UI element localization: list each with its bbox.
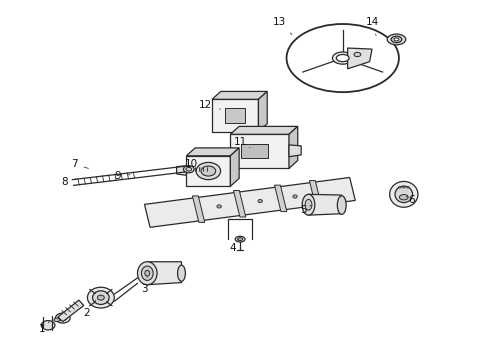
Polygon shape xyxy=(230,148,239,186)
Text: 6: 6 xyxy=(406,195,415,205)
Ellipse shape xyxy=(93,291,109,305)
Polygon shape xyxy=(309,194,342,215)
Ellipse shape xyxy=(407,186,409,188)
Ellipse shape xyxy=(395,186,413,203)
Text: 14: 14 xyxy=(366,17,379,36)
Ellipse shape xyxy=(54,318,60,321)
Ellipse shape xyxy=(305,199,312,210)
Ellipse shape xyxy=(235,236,245,242)
Text: 1: 1 xyxy=(39,321,49,334)
Polygon shape xyxy=(145,177,355,227)
Ellipse shape xyxy=(399,186,401,188)
Ellipse shape xyxy=(59,316,67,320)
Text: 2: 2 xyxy=(83,300,96,318)
Ellipse shape xyxy=(354,52,361,57)
Polygon shape xyxy=(186,148,239,156)
Ellipse shape xyxy=(258,199,262,203)
Text: 9: 9 xyxy=(115,171,130,181)
Polygon shape xyxy=(225,108,245,123)
Text: 3: 3 xyxy=(142,277,148,294)
Ellipse shape xyxy=(332,52,353,64)
Ellipse shape xyxy=(98,295,104,300)
Ellipse shape xyxy=(336,54,349,62)
Ellipse shape xyxy=(142,266,153,280)
Polygon shape xyxy=(230,134,289,168)
Polygon shape xyxy=(347,48,372,69)
Polygon shape xyxy=(289,145,301,157)
Polygon shape xyxy=(212,91,267,99)
Ellipse shape xyxy=(177,265,185,281)
Ellipse shape xyxy=(287,24,399,92)
Text: 5: 5 xyxy=(300,205,311,216)
Ellipse shape xyxy=(201,166,216,176)
Ellipse shape xyxy=(293,195,297,198)
Polygon shape xyxy=(147,262,181,285)
Polygon shape xyxy=(58,300,84,321)
Polygon shape xyxy=(274,185,287,212)
Ellipse shape xyxy=(196,162,220,180)
Text: 11: 11 xyxy=(234,138,250,148)
Ellipse shape xyxy=(41,320,55,330)
Ellipse shape xyxy=(387,34,406,45)
Text: 4: 4 xyxy=(229,240,239,253)
Ellipse shape xyxy=(390,181,418,207)
Polygon shape xyxy=(193,196,205,222)
Ellipse shape xyxy=(183,166,194,173)
Text: 13: 13 xyxy=(272,17,292,35)
Ellipse shape xyxy=(403,186,405,188)
Text: 10: 10 xyxy=(185,159,201,169)
Ellipse shape xyxy=(399,194,408,200)
Text: 8: 8 xyxy=(61,177,76,187)
Polygon shape xyxy=(242,144,268,158)
Ellipse shape xyxy=(186,167,192,171)
Polygon shape xyxy=(233,190,246,217)
Ellipse shape xyxy=(55,313,70,323)
Text: 12: 12 xyxy=(199,100,220,110)
Ellipse shape xyxy=(394,38,399,41)
Text: 7: 7 xyxy=(71,159,88,169)
Polygon shape xyxy=(309,181,322,207)
Ellipse shape xyxy=(138,262,157,285)
Polygon shape xyxy=(230,126,298,134)
Polygon shape xyxy=(212,99,258,132)
Ellipse shape xyxy=(391,36,402,42)
Ellipse shape xyxy=(145,270,150,276)
Polygon shape xyxy=(289,126,298,168)
Polygon shape xyxy=(186,156,230,186)
Ellipse shape xyxy=(337,196,346,215)
Ellipse shape xyxy=(217,205,221,208)
Polygon shape xyxy=(176,166,186,175)
Ellipse shape xyxy=(87,287,114,308)
Ellipse shape xyxy=(302,194,315,215)
Polygon shape xyxy=(258,91,267,132)
Ellipse shape xyxy=(238,238,243,240)
